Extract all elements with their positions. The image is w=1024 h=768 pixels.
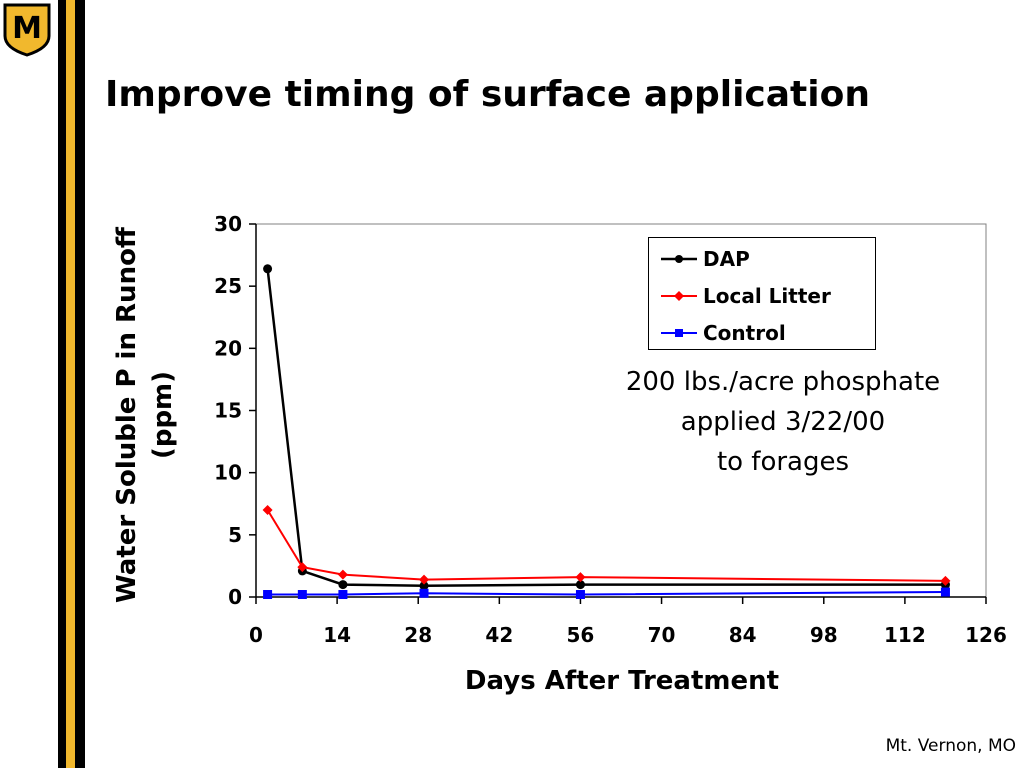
border-stripe-gold	[66, 0, 75, 768]
data-point-local-litter	[940, 575, 951, 586]
border-stripe-black	[58, 0, 66, 768]
legend-swatch-dap	[661, 255, 697, 263]
x-tick-label: 98	[810, 623, 838, 647]
data-point-control	[297, 590, 307, 600]
data-point-dap	[575, 580, 585, 590]
chart-annotation: 200 lbs./acre phosphate applied 3/22/00 …	[578, 362, 988, 482]
legend-label-dap: DAP	[703, 247, 750, 271]
legend-label-control: Control	[703, 321, 786, 345]
data-point-local-litter	[337, 569, 348, 580]
series-line-dap	[266, 268, 946, 588]
y-tick-label: 5	[228, 523, 242, 547]
x-tick-label: 70	[648, 623, 676, 647]
border-stripe-black-inner	[75, 0, 85, 768]
y-tick-label: 20	[214, 336, 242, 360]
data-point-dap	[263, 264, 273, 274]
legend-item-control: Control	[659, 318, 786, 348]
data-point-local-litter	[419, 574, 430, 585]
annotation-line-2: applied 3/22/00	[680, 407, 886, 437]
data-point-control	[575, 590, 585, 600]
data-point-dap	[419, 581, 429, 591]
x-axis-label: Days After Treatment	[464, 666, 780, 696]
x-tick-label: 42	[485, 623, 513, 647]
data-point-control	[419, 588, 429, 598]
data-point-control	[263, 590, 273, 600]
data-point-local-litter	[297, 562, 308, 573]
data-point-dap	[338, 580, 348, 590]
data-point-control	[940, 587, 950, 597]
legend-swatch-local-litter	[661, 291, 697, 301]
y-tick-label: 25	[214, 274, 242, 298]
y-tick-label: 0	[228, 585, 242, 609]
x-tick-label: 84	[729, 623, 757, 647]
data-point-local-litter	[262, 504, 273, 515]
logo-letter: M	[12, 11, 42, 46]
slide-title: Improve timing of surface application	[105, 74, 870, 115]
legend-item-local-litter: Local Litter	[659, 281, 831, 311]
x-tick-label: 56	[567, 623, 595, 647]
series-line-control	[267, 591, 946, 596]
y-tick-label: 15	[214, 399, 242, 423]
data-point-local-litter	[575, 572, 586, 583]
chart-series	[262, 264, 951, 600]
y-tick-label: 10	[214, 461, 242, 485]
location-label: Mt. Vernon, MO	[885, 736, 1016, 756]
university-logo-icon: M	[3, 3, 51, 57]
chart-legend: DAP Local Litter Control	[648, 237, 876, 350]
legend-swatch-control	[661, 329, 697, 337]
chart-ticks: 0 5 10 15 20 25 30 0 14 28 42 56 70 84 98 112 126	[214, 212, 1007, 647]
y-tick-label: 30	[214, 212, 242, 236]
y-axis-label: Water Soluble P in Runoff (ppm)	[112, 227, 178, 603]
x-tick-label: 126	[965, 623, 1007, 647]
annotation-line-3: to forages	[716, 447, 850, 477]
data-point-control	[338, 590, 348, 600]
x-tick-label: 28	[404, 623, 432, 647]
legend-label-local-litter: Local Litter	[703, 284, 831, 308]
x-tick-label: 14	[323, 623, 351, 647]
annotation-line-1: 200 lbs./acre phosphate	[625, 367, 941, 397]
legend-item-dap: DAP	[659, 244, 750, 274]
x-tick-label: 112	[884, 623, 926, 647]
series-line-local-litter	[266, 509, 946, 582]
x-tick-label: 0	[249, 623, 263, 647]
